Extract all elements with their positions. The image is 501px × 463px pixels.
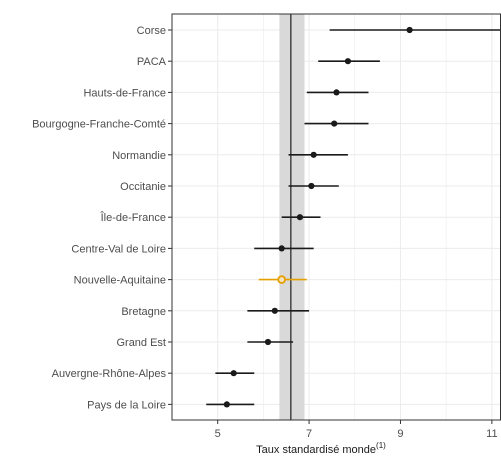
data-point bbox=[264, 338, 272, 346]
gridlines bbox=[171, 14, 501, 420]
x-tick-label: 5 bbox=[215, 428, 221, 440]
x-axis-title: Taux standardisé monde(1) bbox=[256, 441, 386, 456]
data-point bbox=[344, 58, 352, 65]
y-tick-label: Hauts-de-France bbox=[83, 87, 166, 99]
x-tick-label: 9 bbox=[397, 428, 403, 440]
x-tick-label: 7 bbox=[306, 428, 312, 440]
data-point bbox=[406, 26, 413, 34]
data-point-highlight bbox=[277, 275, 286, 284]
y-tick-label: Pays de la Loire bbox=[87, 399, 166, 411]
data-point bbox=[310, 151, 317, 158]
data-point bbox=[271, 307, 278, 314]
data-marks bbox=[206, 26, 501, 408]
y-tick-label: Grand Est bbox=[116, 337, 166, 349]
y-tick-label: Île-de-France bbox=[100, 211, 166, 224]
y-tick-label: Bretagne bbox=[121, 306, 166, 318]
y-tick-label: Centre-Val de Loire bbox=[71, 243, 166, 255]
y-tick-label: Bourgogne-Franche-Comté bbox=[32, 119, 166, 131]
data-point bbox=[331, 120, 338, 127]
y-tick-label: PACA bbox=[137, 56, 167, 68]
data-point bbox=[278, 245, 285, 252]
y-tick-labels: Corse PACA Hauts-de-France Bourgogne-Franch… bbox=[32, 25, 172, 411]
data-point bbox=[333, 89, 340, 96]
x-axis-title-text: Taux standardisé monde bbox=[256, 444, 376, 456]
y-tick-label: Nouvelle-Aquitaine bbox=[74, 275, 166, 287]
y-tick-label: Auvergne-Rhône-Alpes bbox=[52, 368, 167, 380]
y-tick-label: Occitanie bbox=[120, 181, 166, 193]
x-tick-labels: 5 7 9 11 bbox=[215, 420, 498, 440]
x-tick-label: 11 bbox=[486, 428, 497, 440]
data-point bbox=[230, 370, 237, 377]
data-point bbox=[223, 401, 230, 408]
x-axis-title-superscript: (1) bbox=[376, 441, 386, 450]
y-tick-label: Normandie bbox=[112, 150, 166, 162]
y-tick-label: Corse bbox=[137, 25, 166, 37]
data-point bbox=[296, 214, 304, 221]
data-point bbox=[308, 182, 315, 190]
